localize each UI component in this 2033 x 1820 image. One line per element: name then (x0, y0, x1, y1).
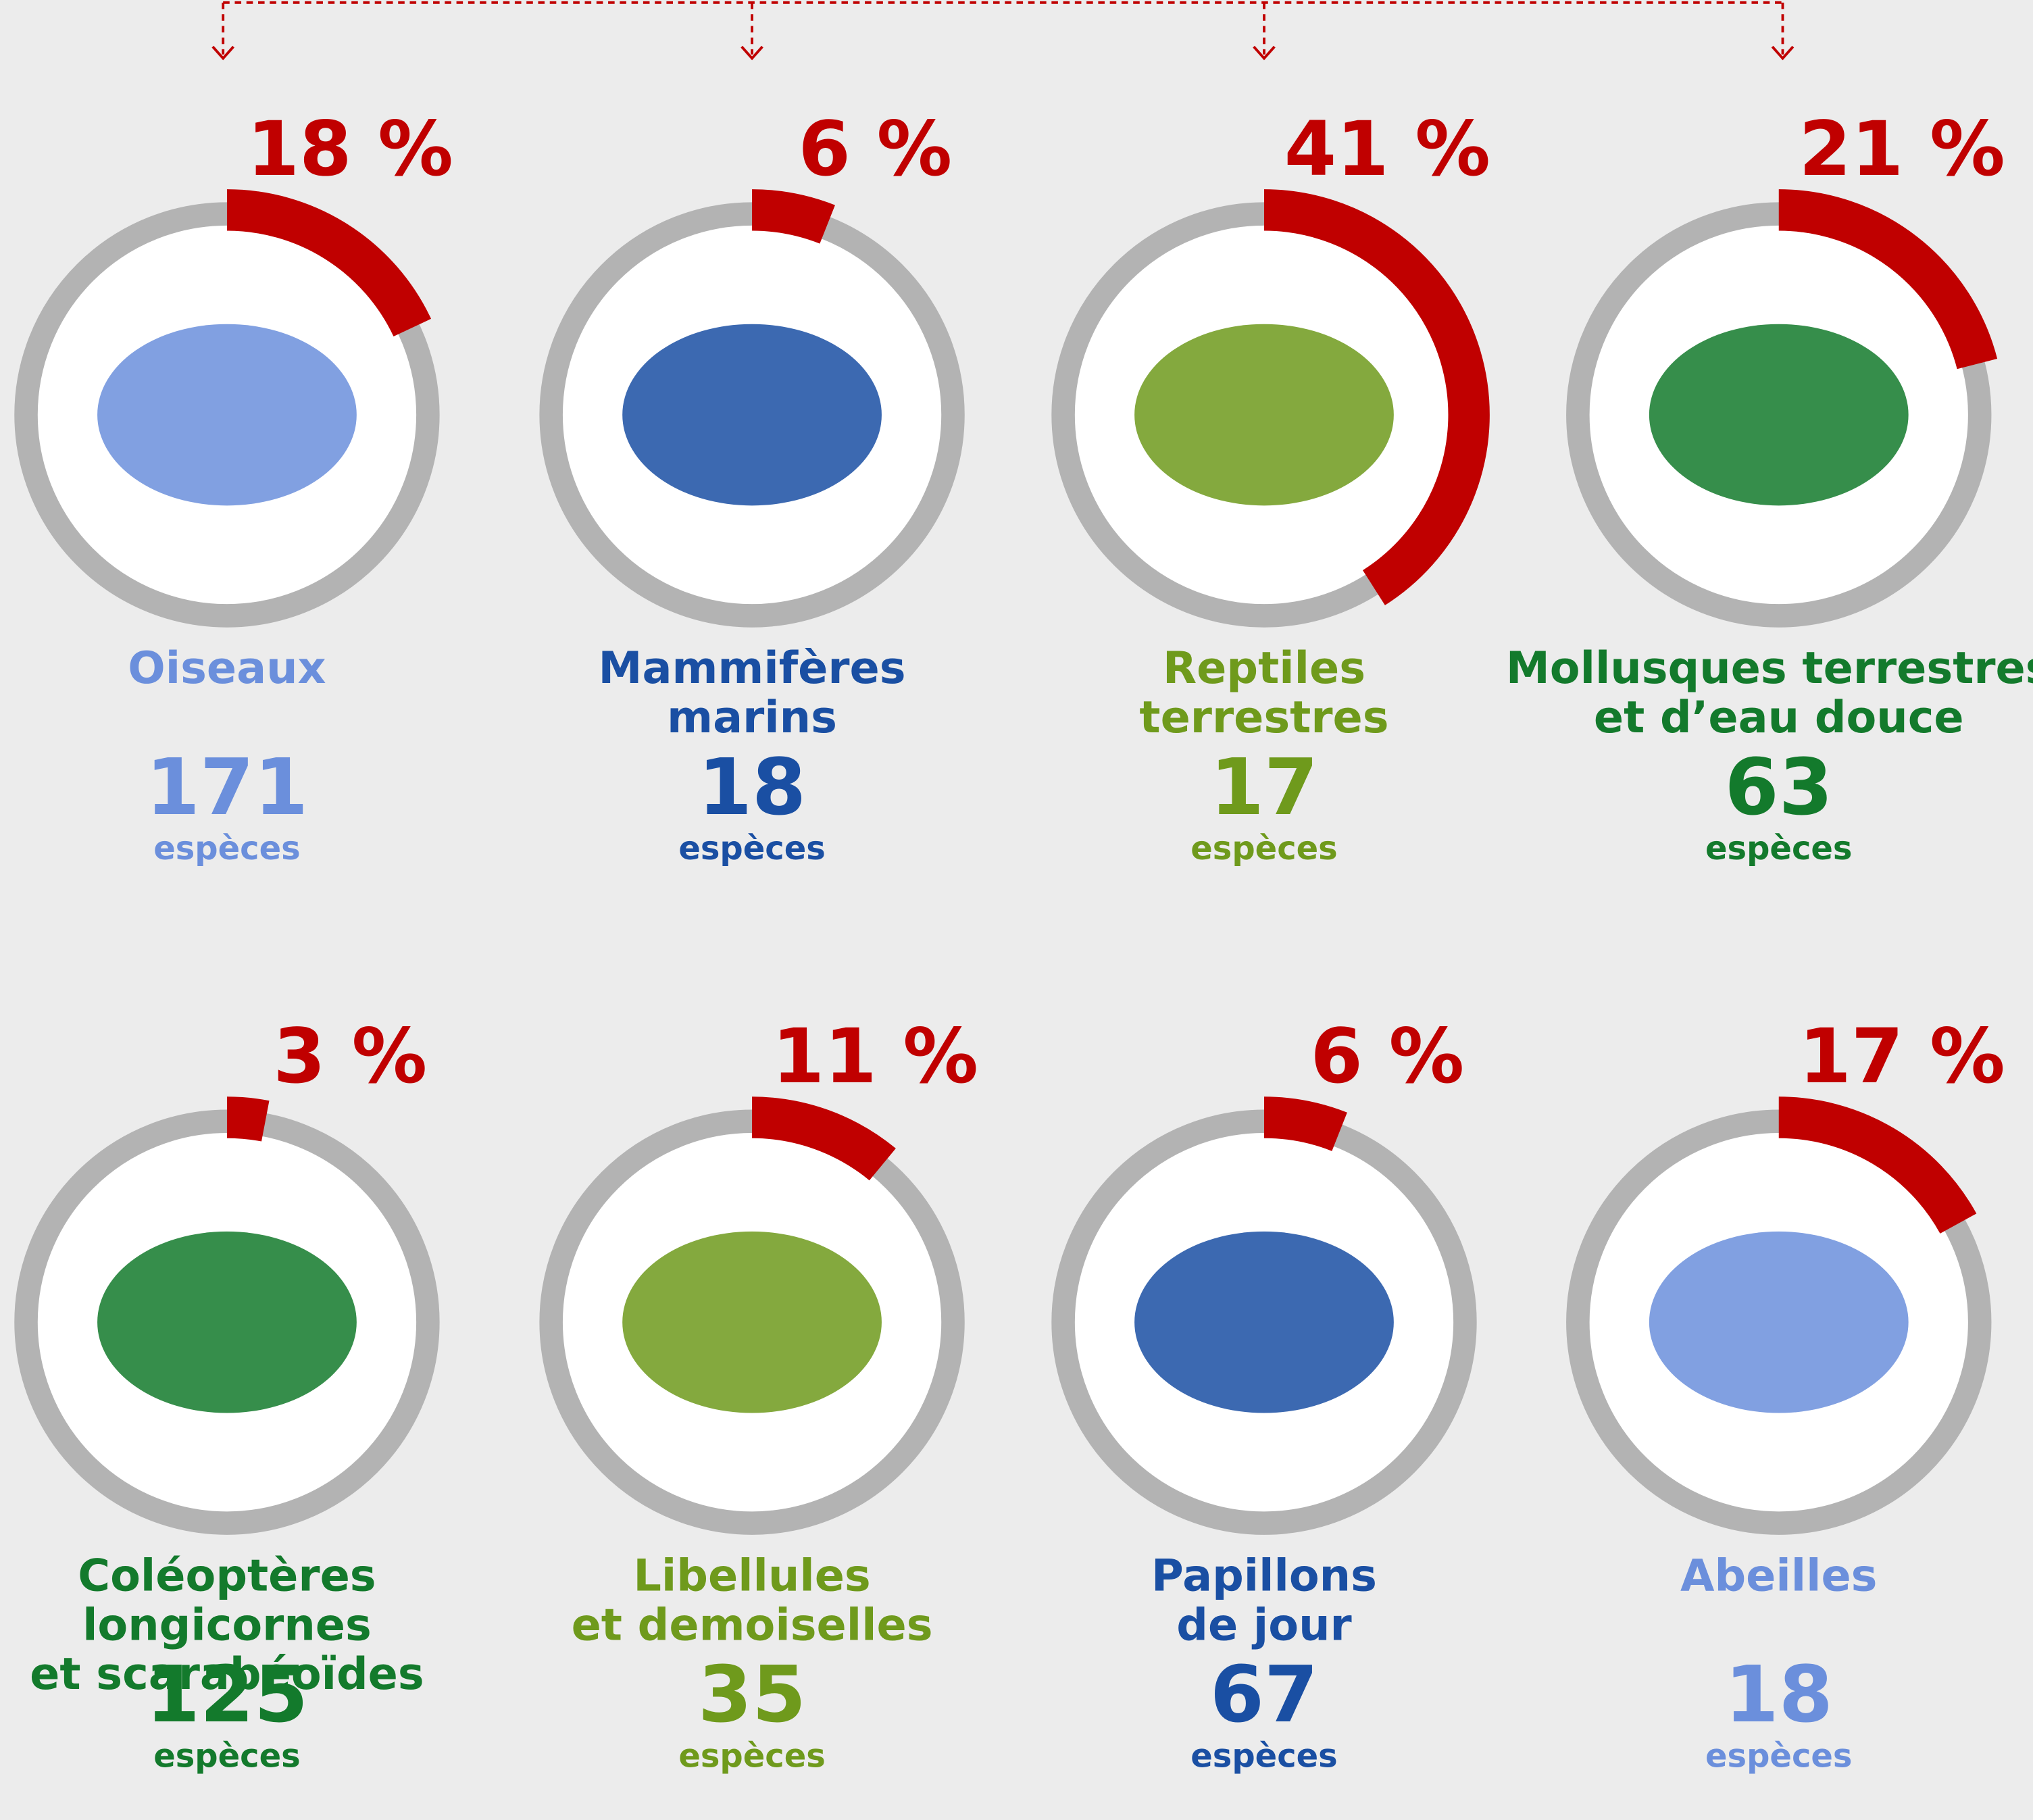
count-unit: espèces (1705, 830, 1852, 867)
count-unit: espèces (153, 1737, 300, 1775)
percent-arc (1264, 1117, 1340, 1132)
percent-arc (752, 210, 828, 224)
icon (1649, 324, 1909, 506)
category-label: Abeilles (1680, 1550, 1878, 1601)
percent-label: 41 % (1284, 106, 1490, 193)
icon (1134, 1232, 1394, 1413)
icon (1649, 1232, 1909, 1413)
count-unit: espèces (153, 830, 300, 867)
count-unit: espèces (1705, 1737, 1852, 1775)
count: 63 (1725, 742, 1833, 833)
count-unit: espèces (678, 1737, 825, 1775)
icon (97, 324, 357, 506)
chart: 18 %Oiseaux171espèces6 %Mammifèresmarins… (0, 0, 2033, 1820)
percent-label: 18 % (247, 106, 453, 193)
percent-label: 6 % (1310, 1013, 1464, 1101)
count: 35 (698, 1650, 806, 1740)
category-label: Papillons (1151, 1550, 1377, 1601)
category-label: Reptiles (1163, 642, 1365, 694)
icon (622, 1232, 882, 1413)
page: {"chart_data": { "type": "ring", "catego… (0, 0, 2033, 1820)
icon (1134, 324, 1394, 506)
category-label: Libellules (633, 1550, 870, 1601)
count: 125 (146, 1650, 308, 1740)
icon (622, 324, 882, 506)
category-label: Coléoptères (78, 1550, 376, 1601)
icon (97, 1232, 357, 1413)
category-label: de jour (1176, 1599, 1351, 1650)
count-unit: espèces (1190, 1737, 1337, 1775)
category-label: longicornes (82, 1599, 372, 1650)
category-label: terrestres (1139, 692, 1388, 743)
category-label: Mollusques terrestres (1506, 642, 2033, 694)
percent-label: 11 % (772, 1013, 978, 1101)
count: 18 (1725, 1650, 1833, 1740)
count-unit: espèces (678, 830, 825, 867)
percent-label: 3 % (273, 1013, 427, 1101)
count: 67 (1210, 1650, 1318, 1740)
category-label: Mammifères (599, 642, 906, 694)
percent-label: 17 % (1799, 1013, 2005, 1101)
count-unit: espèces (1190, 830, 1337, 867)
count: 171 (146, 742, 308, 833)
count: 18 (698, 742, 806, 833)
percent-label: 21 % (1799, 106, 2005, 193)
count: 17 (1210, 742, 1318, 833)
category-label: Oiseaux (128, 642, 326, 694)
category-label: marins (667, 692, 837, 743)
percent-label: 6 % (799, 106, 953, 193)
connector (213, 3, 1793, 59)
category-label: et demoiselles (572, 1599, 933, 1650)
percent-arc (227, 1117, 266, 1121)
category-label: et d’eau douce (1594, 692, 1964, 743)
